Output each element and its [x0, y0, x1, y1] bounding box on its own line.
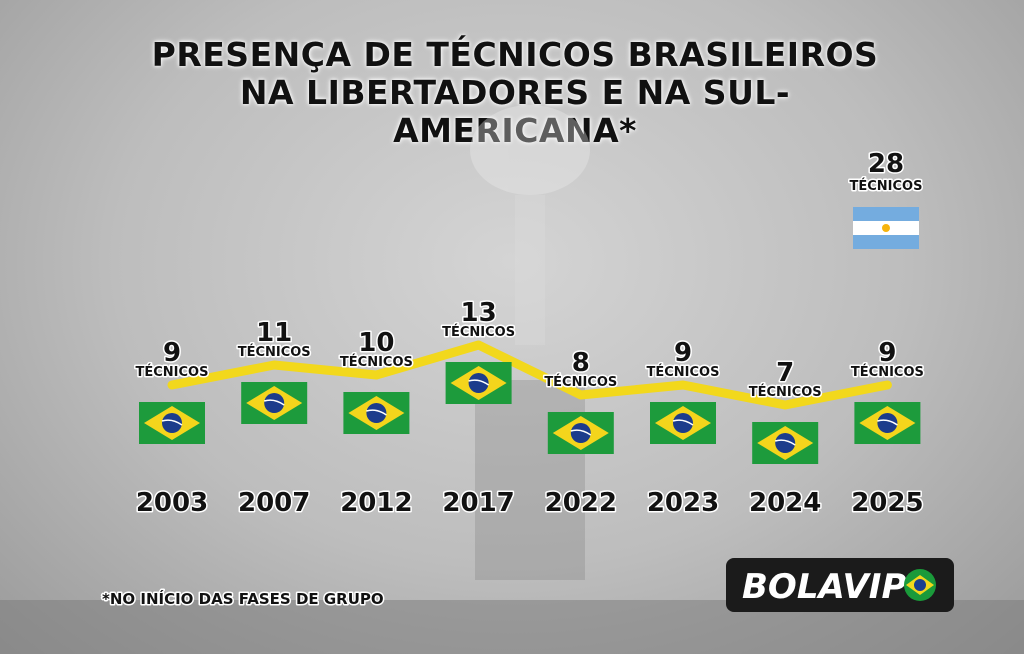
flag-band	[877, 419, 898, 426]
unit-label: TÉCNICOS	[647, 364, 720, 380]
flag-band	[263, 399, 285, 406]
flag-globe	[673, 413, 693, 433]
year-label: 2007	[238, 488, 310, 518]
brazil-flag	[650, 402, 716, 444]
chart-title: PRESENÇA DE TÉCNICOS BRASILEIROS NA LIBE…	[151, 35, 879, 150]
argentina-flag	[853, 207, 919, 249]
year-label: 2012	[340, 488, 412, 518]
flag-globe	[877, 413, 898, 433]
footnote: *NO INÍCIO DAS FASES DE GRUPO	[102, 589, 384, 608]
value-label: 13	[461, 298, 497, 328]
flag-band	[161, 419, 183, 426]
year-label: 2024	[749, 488, 821, 518]
year-label: 2017	[442, 488, 514, 518]
flag-band	[366, 409, 387, 416]
value-label: 10	[358, 328, 394, 358]
year-label: 2023	[647, 488, 719, 518]
flag-sun	[882, 224, 890, 232]
flag-band	[774, 439, 796, 446]
flag-globe	[264, 393, 285, 413]
flag-stripe	[853, 235, 919, 249]
brazil-flag	[547, 412, 614, 454]
value-label: 8	[572, 348, 590, 378]
value-label: 9	[163, 338, 181, 368]
flag-stripe	[853, 207, 919, 221]
unit-label: TÉCNICOS	[238, 344, 311, 360]
flag-band	[468, 379, 490, 386]
unit-label: TÉCNICOS	[136, 364, 209, 380]
flag-globe	[366, 403, 387, 423]
trophy-silhouette	[470, 105, 590, 580]
year-label: 2003	[136, 488, 208, 518]
value-label: 9	[674, 338, 692, 368]
flag-globe	[570, 423, 591, 443]
flag-globe	[162, 413, 182, 433]
flag-band	[570, 429, 592, 436]
unit-label: TÉCNICOS	[442, 324, 515, 340]
value-label: 11	[256, 318, 292, 348]
unit-label: TÉCNICOS	[749, 384, 822, 400]
annotation-label: TÉCNICOS	[850, 178, 923, 194]
trend-line	[167, 340, 892, 410]
brazil-flag	[854, 402, 921, 444]
brazil-flag	[343, 392, 410, 434]
unit-label: TÉCNICOS	[851, 364, 924, 380]
value-label: 9	[878, 338, 896, 368]
unit-label: TÉCNICOS	[544, 374, 617, 390]
brazil-flag	[445, 362, 512, 404]
flag-band	[672, 419, 694, 426]
annotation-value: 28	[868, 149, 904, 179]
year-label: 2025	[851, 488, 923, 518]
year-label: 2022	[545, 488, 617, 518]
logo-text: BOLAVIP	[742, 567, 906, 607]
brazil-flag	[752, 422, 819, 464]
logo: BOLAVIP	[726, 558, 954, 612]
brazil-flag	[241, 382, 308, 424]
value-label: 7	[776, 358, 794, 388]
unit-label: TÉCNICOS	[340, 354, 413, 370]
flag-globe	[775, 433, 796, 453]
flag-globe	[468, 373, 489, 393]
brazil-flag	[139, 402, 205, 444]
